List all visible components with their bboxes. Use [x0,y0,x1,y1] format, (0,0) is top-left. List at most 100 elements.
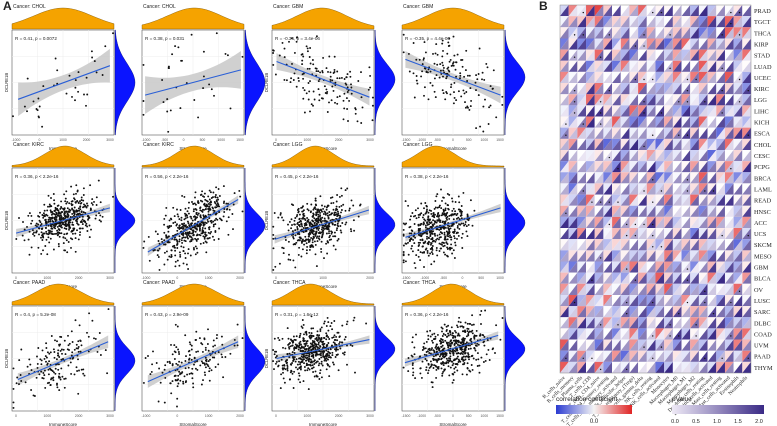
data-point [104,349,107,352]
data-point [454,350,457,353]
data-point [44,219,47,221]
heatmap-cell-corr [629,94,639,106]
data-point [495,324,498,327]
data-point [324,358,327,361]
data-point [47,218,50,221]
data-point [402,259,405,262]
heatmap-cell-corr [594,38,604,50]
heatmap-cell-corr [681,127,691,139]
data-point [327,350,330,353]
data-point [163,368,166,371]
heatmap-cell-pvalue [586,149,595,162]
significance-dot [599,56,602,58]
data-point [176,363,179,366]
heatmap-cell-corr [629,60,639,72]
data-point [158,367,161,370]
data-point [214,194,217,196]
data-point [69,216,72,218]
data-point [66,216,69,219]
data-point [63,193,66,196]
data-point [190,217,193,220]
data-point [435,368,438,371]
data-point [57,363,60,366]
data-point [443,226,446,229]
data-point [84,221,87,224]
data-point [197,350,199,353]
data-point [164,243,167,246]
data-point [56,208,59,211]
x-tick-label: 1000 [59,138,67,142]
heatmap-cell-corr [690,161,699,173]
heatmap-cell-pvalue [707,239,717,251]
data-point [190,240,193,243]
data-point [205,358,208,361]
data-point [310,237,313,239]
heatmap-cell-pvalue [672,94,682,106]
heatmap-cell-pvalue [612,183,621,195]
data-point [23,228,26,231]
data-point [311,241,314,244]
heatmap-cell-corr [568,127,578,139]
heatmap-cell-pvalue [603,216,613,229]
data-point [21,234,24,237]
data-point [325,92,328,95]
data-point [302,340,305,343]
heatmap-cell-pvalue [603,261,613,273]
heatmap-cell-corr [594,71,604,84]
heatmap-cell-corr [716,127,725,139]
data-point [331,218,334,221]
data-point [212,209,215,212]
heatmap-cell-corr [560,161,569,173]
data-point [454,68,457,71]
heatmap-cell-pvalue [560,38,569,50]
data-point [320,240,323,243]
data-point [210,88,213,91]
data-point [52,379,55,382]
heatmap-cell-pvalue [707,172,717,184]
heatmap-cell-pvalue [742,16,751,28]
data-point [471,368,474,371]
heatmap-cell-corr [568,105,578,117]
data-point [424,226,427,229]
significance-dot [634,234,637,237]
heatmap-cell-corr [586,60,595,72]
data-point [79,202,82,205]
data-point [301,63,304,66]
data-point [320,362,323,365]
data-point [77,347,79,350]
data-point [299,332,302,335]
data-point [442,66,445,69]
regression-line [405,207,501,238]
heatmap: PRADTGCTTHCAKIRPSTADLUADUCECKIRCLGGLIHCK… [542,4,773,426]
heatmap-cell-pvalue [690,5,699,17]
data-point [402,234,405,237]
data-point [63,386,66,389]
data-point [82,368,85,371]
data-point [478,371,481,374]
data-point [184,240,187,243]
data-point [424,51,427,54]
regression-line [144,69,242,96]
heatmap-cell-corr [733,228,743,240]
plot-title: Cancer: THCA [273,280,306,286]
heatmap-cell-corr [681,228,691,240]
data-point [441,243,443,246]
heatmap-cell-pvalue [681,16,691,28]
y-axis-label: DCLRE1B [264,349,269,369]
heatmap-cell-corr [620,94,630,106]
heatmap-cell-corr [646,183,656,195]
data-point [47,194,50,197]
heatmap-cell-corr [594,183,604,195]
heatmap-cell-corr [586,149,595,162]
data-point [36,355,38,358]
data-point [288,356,291,359]
data-point [320,356,323,359]
data-point [51,233,54,236]
heatmap-cell-corr [672,228,682,240]
data-point [49,230,52,233]
data-point [433,332,436,335]
data-point [301,248,304,251]
data-point [501,103,504,106]
data-point [316,209,319,212]
heatmap-cell-corr [724,5,734,17]
